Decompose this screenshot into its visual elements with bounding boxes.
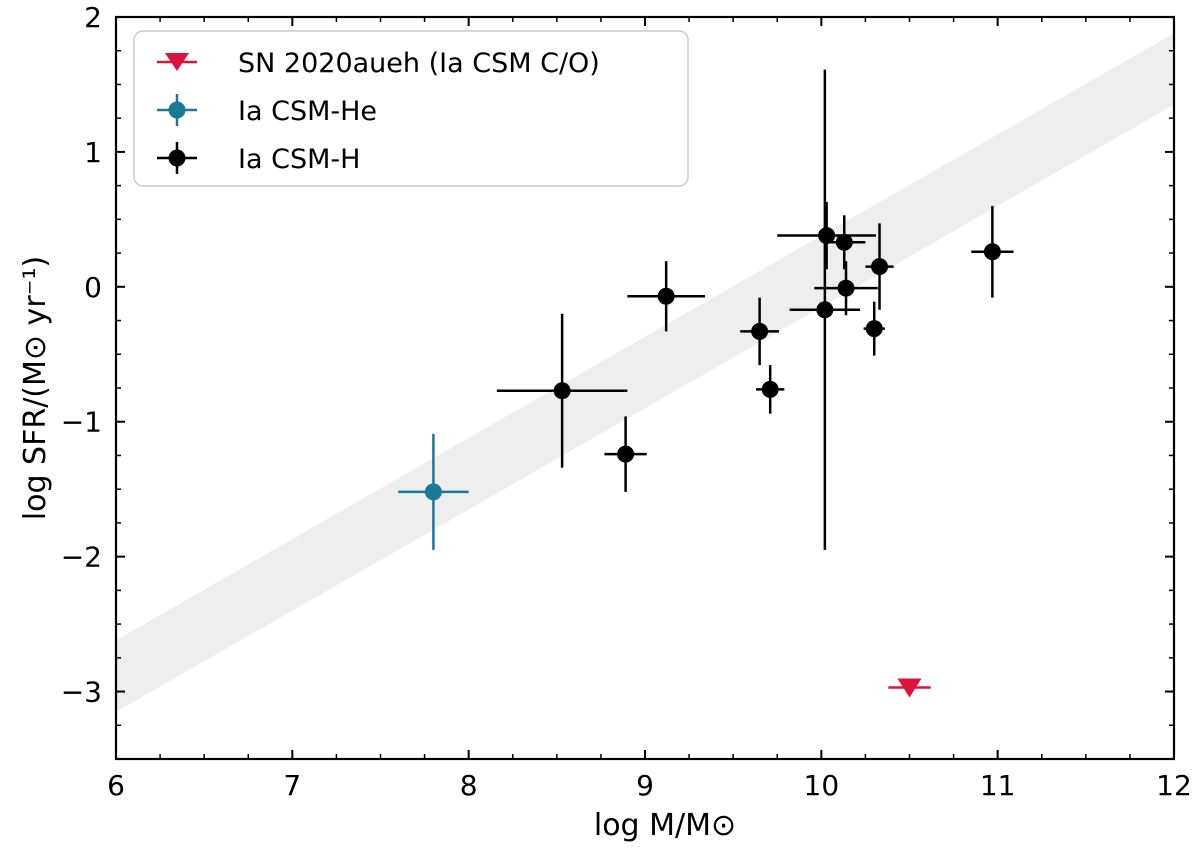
circle-marker bbox=[835, 233, 853, 251]
data-point bbox=[888, 678, 931, 698]
legend-entry-ia-csm-h: Ia CSM-H bbox=[157, 142, 360, 175]
circle-marker bbox=[983, 243, 1001, 261]
y-axis-label: log SFR/(M⊙ yr⁻¹) bbox=[18, 256, 53, 520]
data-point bbox=[865, 223, 894, 310]
circle-marker bbox=[818, 227, 836, 245]
data-point bbox=[971, 205, 1014, 298]
data-point bbox=[823, 215, 866, 270]
legend-entry-ia-csm-he: Ia CSM-He bbox=[157, 94, 377, 127]
circle-marker bbox=[553, 382, 571, 400]
legend-entry-sn2020aueh: SN 2020aueh (Ia CSM C/O) bbox=[157, 48, 600, 79]
circle-marker bbox=[657, 287, 675, 305]
y-tick-label: −3 bbox=[61, 676, 102, 709]
circle-marker bbox=[751, 322, 769, 340]
y-tick-label: 1 bbox=[84, 136, 102, 169]
x-tick-label: 8 bbox=[460, 769, 478, 802]
legend-label: SN 2020aueh (Ia CSM C/O) bbox=[238, 48, 600, 79]
plot-frame bbox=[114, 15, 1176, 761]
circle-icon bbox=[168, 149, 186, 167]
legend-box bbox=[133, 30, 689, 187]
x-tick-label: 7 bbox=[283, 769, 301, 802]
legend: SN 2020aueh (Ia CSM C/O) Ia CSM-He Ia CS… bbox=[133, 30, 689, 187]
circle-marker bbox=[424, 483, 442, 501]
data-point bbox=[756, 365, 785, 414]
legend-label: Ia CSM-H bbox=[238, 144, 360, 175]
circle-marker bbox=[617, 445, 635, 463]
circle-marker bbox=[865, 320, 883, 338]
main-sequence-band bbox=[116, 33, 1174, 712]
data-point bbox=[604, 416, 647, 492]
y-tick-label: 0 bbox=[84, 271, 102, 304]
data-point bbox=[627, 261, 705, 332]
circle-marker bbox=[761, 380, 779, 398]
y-tick-label: 2 bbox=[84, 1, 102, 34]
data-point bbox=[496, 313, 628, 468]
y-tick-label: −2 bbox=[61, 541, 102, 574]
circle-marker bbox=[837, 279, 855, 297]
data-point bbox=[777, 201, 876, 270]
x-tick-label: 9 bbox=[636, 769, 654, 802]
data-point bbox=[398, 433, 469, 550]
x-tick-label: 11 bbox=[980, 769, 1016, 802]
data-point bbox=[863, 301, 885, 356]
data-point bbox=[789, 69, 861, 550]
circle-marker bbox=[871, 258, 889, 276]
x-tick-label: 10 bbox=[804, 769, 840, 802]
triangle-down-marker bbox=[897, 678, 922, 698]
triangle-down-icon bbox=[165, 53, 189, 71]
circle-marker bbox=[816, 301, 834, 319]
data-point bbox=[814, 261, 878, 316]
circle-icon bbox=[168, 101, 186, 119]
x-tick-label: 12 bbox=[1156, 769, 1192, 802]
x-tick-label: 6 bbox=[107, 769, 125, 802]
y-tick-label: −1 bbox=[61, 406, 102, 439]
x-axis-label: log M/M⊙ bbox=[594, 808, 736, 843]
legend-label: Ia CSM-He bbox=[238, 96, 377, 127]
data-point bbox=[740, 297, 780, 366]
